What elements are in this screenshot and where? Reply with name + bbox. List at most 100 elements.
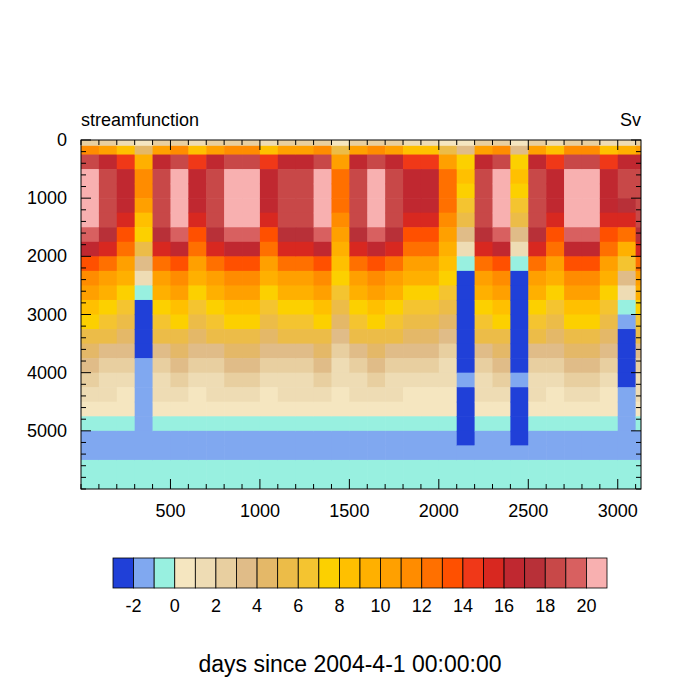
cell [385,155,403,170]
cell [636,256,641,271]
cell [421,358,439,373]
cell [421,242,439,257]
cell [170,416,188,431]
cell [260,155,278,170]
cell [475,445,493,460]
cell [403,227,421,242]
cell [170,140,188,146]
cell [224,198,242,213]
colorbar-label: 2 [211,596,221,616]
cell [117,373,135,388]
cell [403,285,421,300]
cell [170,256,188,271]
colorbar-box [319,558,340,588]
cell [117,285,135,300]
minor-tick [81,302,86,303]
cell [153,315,171,330]
cell [564,358,582,373]
minor-tick [403,484,404,489]
cell [99,373,117,388]
cell [188,373,206,388]
minor-tick [546,140,547,145]
cell [439,256,457,271]
cell [618,460,636,489]
cell [564,315,582,330]
cell [457,358,475,373]
cell [278,445,296,460]
cell [153,344,171,359]
cell [385,416,403,431]
colorbar-box [175,558,196,588]
cell [367,300,385,315]
cell [618,146,636,155]
cell [170,169,188,184]
cell [457,242,475,257]
cell [117,431,135,446]
cell [385,402,403,417]
cell [600,416,618,431]
cell [99,242,117,257]
cell [170,344,188,359]
cell [135,315,153,330]
cell [475,256,493,271]
colorbar-label: 4 [252,596,262,616]
cell [421,300,439,315]
cell [331,184,349,199]
cell [314,146,332,155]
cell [528,431,546,446]
cell [260,315,278,330]
cell [546,358,564,373]
minor-tick [81,454,86,455]
cell [349,242,367,257]
cell [242,169,260,184]
cell [99,169,117,184]
cell [242,256,260,271]
minor-tick [81,407,86,408]
minor-tick [367,140,368,145]
cell [153,387,171,402]
cell [564,402,582,417]
cell [278,184,296,199]
cell [582,242,600,257]
minor-tick [81,326,86,327]
cell [349,155,367,170]
cell [206,315,224,330]
cell [135,140,153,146]
cell [260,329,278,344]
cell [600,184,618,199]
cell [636,198,641,213]
cell [528,344,546,359]
cell [510,285,528,300]
cell [260,213,278,228]
cell [260,300,278,315]
cell [564,387,582,402]
minor-tick [492,484,493,489]
cell [242,431,260,446]
cell [385,146,403,155]
cell [206,213,224,228]
cell [421,140,439,146]
minor-tick [206,484,207,489]
cell [600,373,618,388]
cell [493,146,511,155]
cell [600,358,618,373]
cell [528,198,546,213]
minor-tick [224,140,225,145]
cell [135,416,153,431]
cell [260,256,278,271]
cell [314,431,332,446]
cell [493,271,511,286]
cell [510,256,528,271]
minor-tick [599,140,600,145]
cell [528,140,546,146]
cell [349,373,367,388]
cell [135,271,153,286]
minor-tick [81,484,82,489]
cell [546,242,564,257]
cell [493,358,511,373]
cell [206,445,224,460]
cell [296,358,314,373]
cell [475,358,493,373]
cell [99,416,117,431]
cell [457,416,475,431]
